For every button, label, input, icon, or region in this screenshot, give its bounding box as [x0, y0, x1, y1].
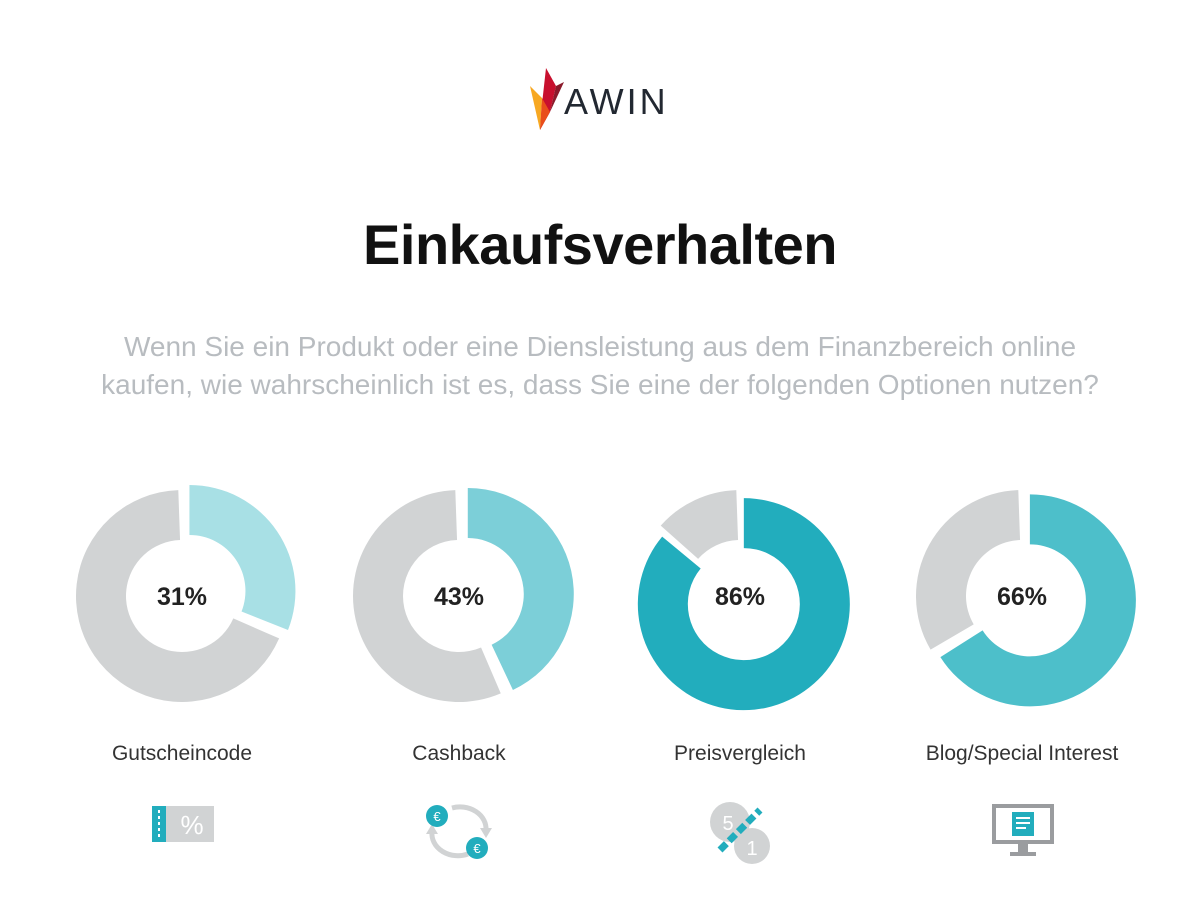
category-label-cashback: Cashback [412, 742, 506, 765]
comparison-number-5: 5 [722, 813, 733, 835]
cashback-euro-symbol-1: € [433, 809, 441, 824]
coupon-icon: % [150, 800, 220, 864]
flame-part-orange-dark [540, 98, 550, 130]
donut-2: 43% [353, 488, 574, 702]
donut-remainder-slice [76, 490, 280, 703]
donut-3: 86% [637, 490, 850, 711]
category-label-gutscheincode: Gutscheincode [111, 742, 253, 765]
cashback-icon: € € [424, 800, 494, 864]
donut-value-slice [637, 498, 850, 711]
donut-charts: 31% 43% 86% 66% [76, 484, 1136, 711]
donut-value-slice [467, 488, 574, 690]
awin-logo: AWIN [526, 64, 686, 134]
cashback-euro-symbol-2: € [473, 841, 481, 856]
donut-remainder-slice [353, 490, 501, 702]
donut-remainder-slice [916, 490, 1021, 650]
awin-flame-icon [530, 68, 564, 130]
comparison-number-1: 1 [746, 838, 757, 860]
subtitle-line-2: kaufen, wie wahrscheinlich ist es, dass … [101, 369, 1099, 400]
donut-value-slice [189, 484, 296, 630]
page-subtitle: Wenn Sie ein Produkt oder eine Diensleis… [60, 328, 1140, 404]
donut-percent-label: 86% [715, 583, 765, 611]
donut-percent-label: 31% [157, 583, 207, 611]
blog-monitor-icon [988, 800, 1058, 864]
donut-remainder-slice [660, 490, 739, 559]
category-label-blog: Blog/Special Interest [925, 742, 1119, 765]
flame-part-orange [530, 86, 542, 130]
subtitle-line-1: Wenn Sie ein Produkt oder eine Diensleis… [123, 331, 1077, 362]
brand-name: AWIN [564, 81, 669, 122]
flame-part-dark [550, 82, 564, 112]
donut-percent-label: 66% [997, 583, 1047, 611]
category-label-preisvergleich: Preisvergleich [674, 742, 806, 765]
price-comparison-icon: 5 1 [704, 800, 774, 864]
donut-1: 31% [76, 484, 296, 703]
coupon-percent-symbol: % [180, 810, 203, 840]
donut-percent-label: 43% [434, 583, 484, 611]
page-title: Einkaufsverhalten [363, 213, 837, 276]
donut-value-slice [940, 494, 1136, 707]
donut-4: 66% [916, 490, 1136, 707]
